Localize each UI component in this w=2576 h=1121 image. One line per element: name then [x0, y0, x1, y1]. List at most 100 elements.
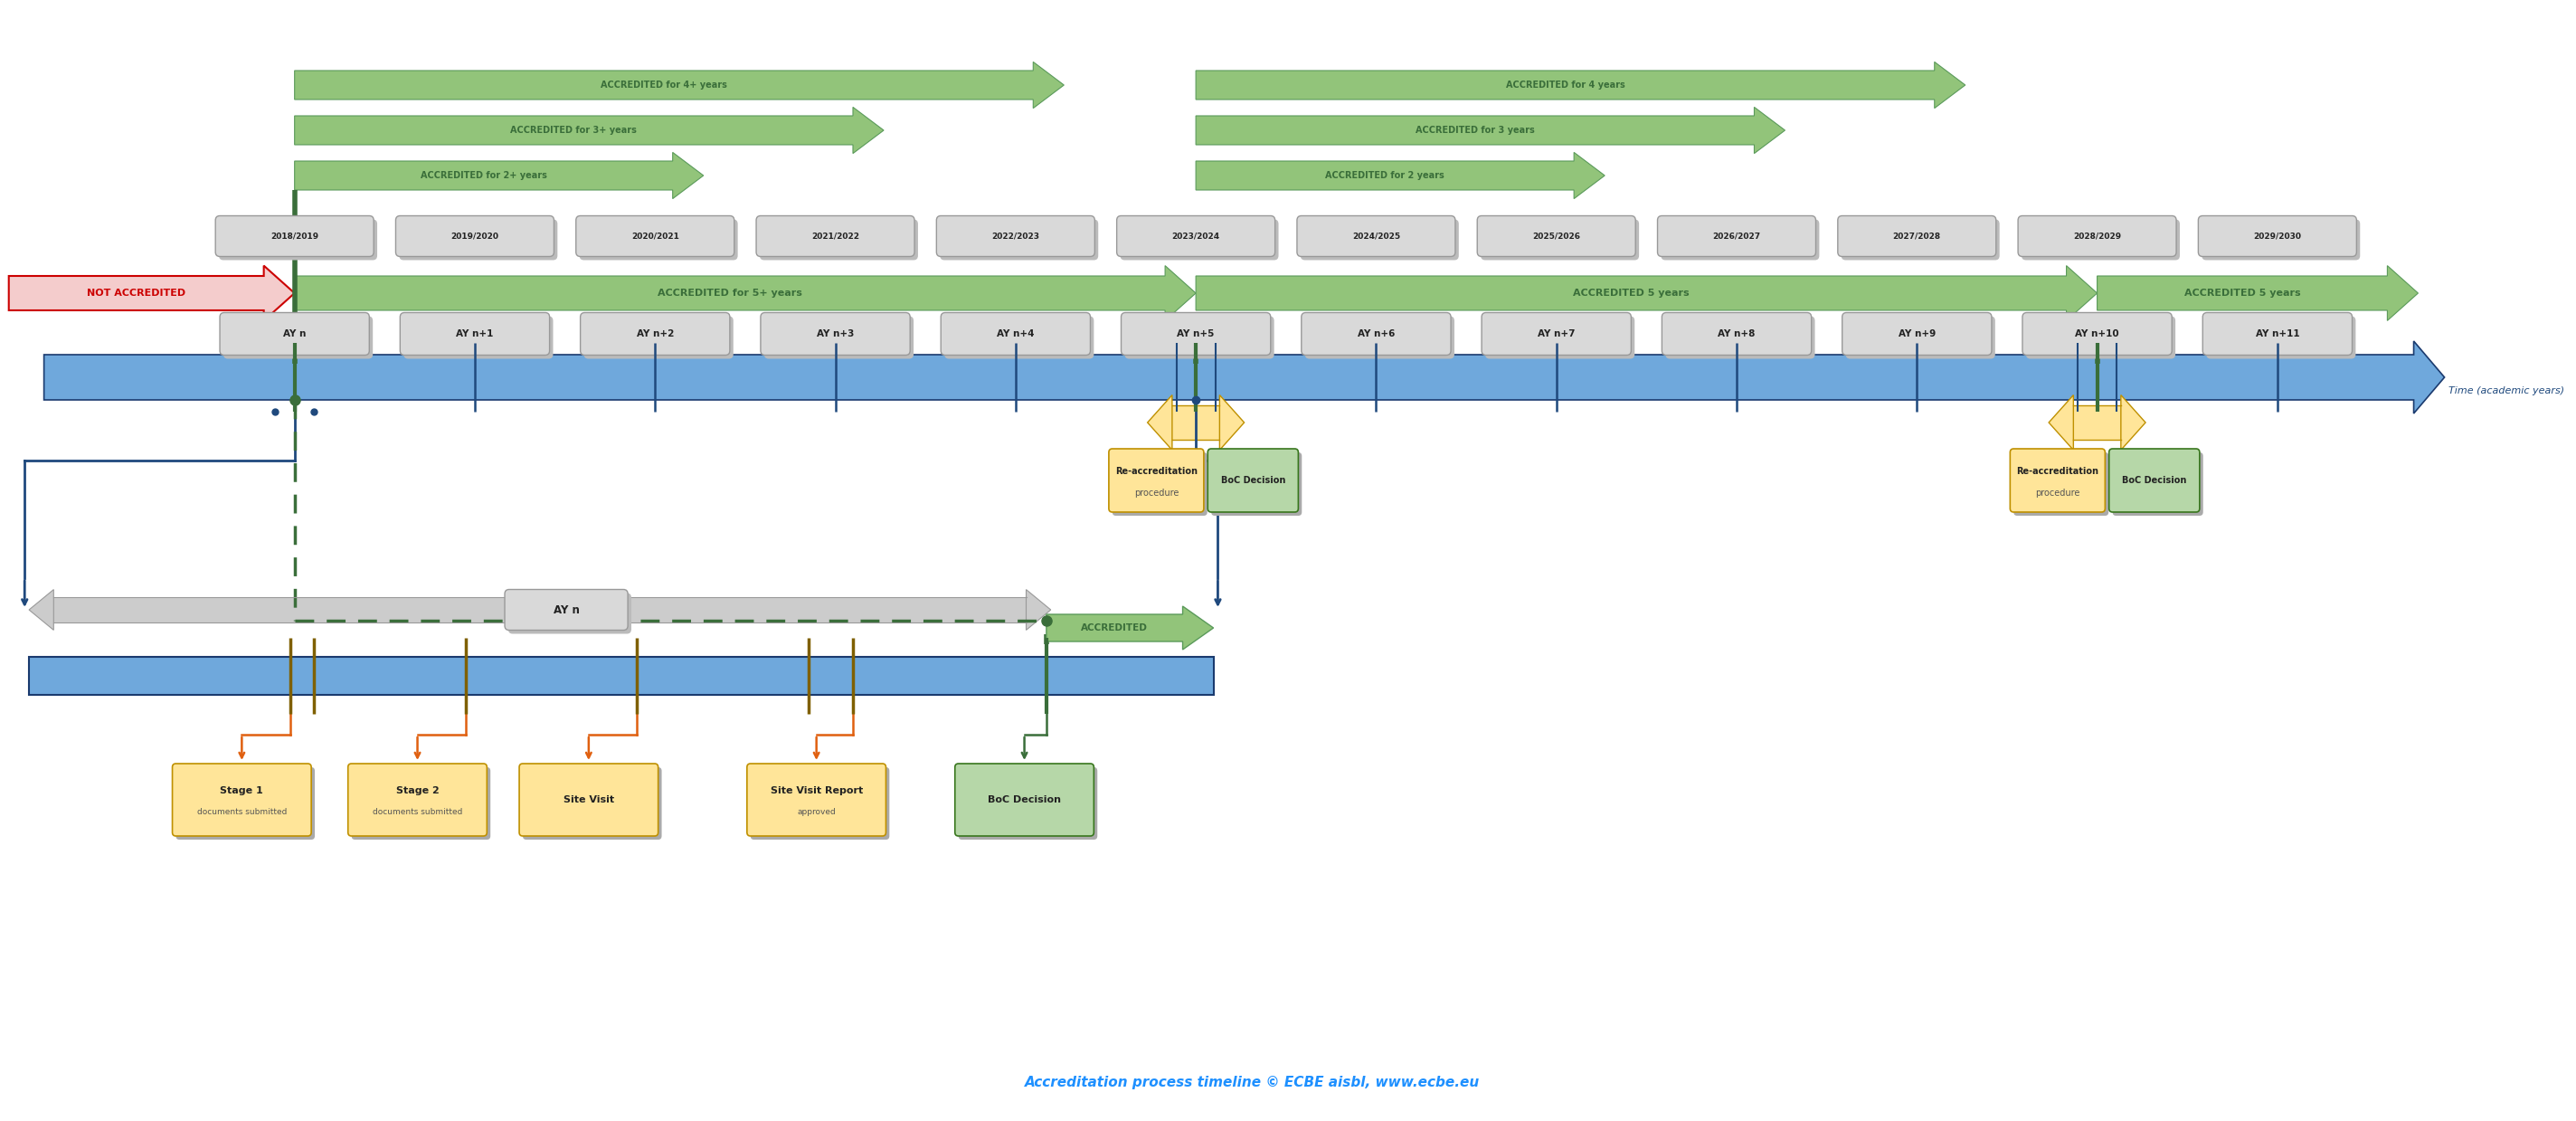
FancyBboxPatch shape: [2205, 316, 2354, 359]
Text: Re-accreditation: Re-accreditation: [1115, 466, 1198, 476]
FancyBboxPatch shape: [397, 215, 554, 257]
Text: ACCREDITED: ACCREDITED: [1082, 623, 1149, 632]
Text: AY n+5: AY n+5: [1177, 330, 1213, 339]
Text: BoC Decision: BoC Decision: [987, 795, 1061, 805]
FancyBboxPatch shape: [173, 763, 312, 836]
Text: ACCREDITED for 5+ years: ACCREDITED for 5+ years: [657, 288, 801, 298]
FancyBboxPatch shape: [750, 767, 889, 840]
FancyBboxPatch shape: [1296, 215, 1455, 257]
FancyBboxPatch shape: [585, 316, 734, 359]
Text: 2023/2024: 2023/2024: [1172, 232, 1221, 240]
Text: Re-accreditation: Re-accreditation: [2017, 466, 2099, 476]
Text: Accreditation process timeline © ECBE aisbl, www.ecbe.eu: Accreditation process timeline © ECBE ai…: [1025, 1076, 1479, 1090]
FancyArrow shape: [8, 266, 294, 321]
Text: approved: approved: [796, 808, 835, 816]
FancyBboxPatch shape: [757, 215, 914, 257]
FancyBboxPatch shape: [2202, 313, 2352, 355]
FancyBboxPatch shape: [577, 215, 734, 257]
FancyArrow shape: [1025, 590, 1051, 630]
FancyBboxPatch shape: [54, 597, 1025, 622]
FancyBboxPatch shape: [580, 313, 729, 355]
Text: Site Visit Report: Site Visit Report: [770, 786, 863, 795]
FancyArrow shape: [1146, 395, 1172, 450]
FancyBboxPatch shape: [1476, 215, 1636, 257]
FancyBboxPatch shape: [2022, 220, 2179, 260]
FancyArrow shape: [44, 341, 2445, 414]
Text: ACCREDITED for 3 years: ACCREDITED for 3 years: [1414, 126, 1535, 135]
FancyBboxPatch shape: [505, 590, 629, 630]
Text: AY n+3: AY n+3: [817, 330, 855, 339]
Text: AY n: AY n: [554, 604, 580, 615]
FancyBboxPatch shape: [1481, 220, 1638, 260]
FancyArrow shape: [294, 266, 1195, 321]
FancyArrow shape: [2120, 395, 2146, 450]
Text: ACCREDITED for 4 years: ACCREDITED for 4 years: [1504, 81, 1625, 90]
Bar: [28, 657, 1213, 695]
Text: 2021/2022: 2021/2022: [811, 232, 860, 240]
FancyBboxPatch shape: [1481, 313, 1631, 355]
Text: Site Visit: Site Visit: [564, 795, 613, 805]
FancyBboxPatch shape: [1121, 220, 1278, 260]
FancyBboxPatch shape: [1667, 316, 1816, 359]
Text: documents submitted: documents submitted: [196, 808, 286, 816]
Text: AY n+10: AY n+10: [2076, 330, 2120, 339]
FancyBboxPatch shape: [1211, 453, 1301, 516]
FancyBboxPatch shape: [1656, 215, 1816, 257]
FancyBboxPatch shape: [348, 763, 487, 836]
FancyBboxPatch shape: [747, 763, 886, 836]
FancyBboxPatch shape: [2074, 406, 2120, 439]
FancyBboxPatch shape: [219, 313, 368, 355]
FancyArrow shape: [1218, 395, 1244, 450]
FancyBboxPatch shape: [1108, 448, 1203, 512]
Text: 2022/2023: 2022/2023: [992, 232, 1041, 240]
FancyBboxPatch shape: [1662, 313, 1811, 355]
Text: 2026/2027: 2026/2027: [1713, 232, 1759, 240]
FancyArrow shape: [294, 108, 884, 154]
FancyArrow shape: [1195, 108, 1785, 154]
FancyBboxPatch shape: [1837, 215, 1996, 257]
FancyBboxPatch shape: [580, 220, 737, 260]
Text: 2029/2030: 2029/2030: [2254, 232, 2300, 240]
FancyBboxPatch shape: [507, 593, 631, 633]
FancyArrow shape: [2048, 395, 2074, 450]
FancyBboxPatch shape: [216, 215, 374, 257]
Text: 2018/2019: 2018/2019: [270, 232, 319, 240]
Text: AY n+2: AY n+2: [636, 330, 675, 339]
Text: AY n+4: AY n+4: [997, 330, 1036, 339]
FancyBboxPatch shape: [2197, 215, 2357, 257]
Text: AY n+7: AY n+7: [1538, 330, 1574, 339]
FancyBboxPatch shape: [760, 220, 917, 260]
FancyBboxPatch shape: [1301, 313, 1450, 355]
FancyBboxPatch shape: [523, 767, 662, 840]
FancyArrow shape: [294, 152, 703, 198]
FancyBboxPatch shape: [224, 316, 374, 359]
Text: ACCREDITED for 2+ years: ACCREDITED for 2+ years: [420, 172, 546, 180]
Text: procedure: procedure: [2035, 489, 2079, 498]
Text: 2025/2026: 2025/2026: [1533, 232, 1579, 240]
Text: documents submitted: documents submitted: [374, 808, 464, 816]
FancyBboxPatch shape: [1842, 220, 1999, 260]
FancyBboxPatch shape: [1208, 448, 1298, 512]
Text: AY n+8: AY n+8: [1718, 330, 1754, 339]
Text: AY n+9: AY n+9: [1899, 330, 1935, 339]
FancyBboxPatch shape: [2025, 316, 2174, 359]
Text: AY n: AY n: [283, 330, 307, 339]
FancyArrow shape: [1195, 266, 2097, 321]
Text: 2019/2020: 2019/2020: [451, 232, 500, 240]
Text: ACCREDITED 5 years: ACCREDITED 5 years: [1574, 288, 1690, 298]
FancyBboxPatch shape: [940, 220, 1097, 260]
FancyBboxPatch shape: [956, 763, 1095, 836]
Text: 2020/2021: 2020/2021: [631, 232, 680, 240]
FancyArrow shape: [1195, 62, 1965, 109]
FancyBboxPatch shape: [520, 763, 657, 836]
Text: ACCREDITED for 3+ years: ACCREDITED for 3+ years: [510, 126, 636, 135]
Text: 2027/2028: 2027/2028: [1893, 232, 1940, 240]
FancyBboxPatch shape: [760, 313, 909, 355]
FancyBboxPatch shape: [1842, 313, 1991, 355]
FancyBboxPatch shape: [2009, 448, 2105, 512]
FancyBboxPatch shape: [945, 316, 1095, 359]
Text: ACCREDITED 5 years: ACCREDITED 5 years: [2184, 288, 2300, 298]
FancyBboxPatch shape: [938, 215, 1095, 257]
FancyBboxPatch shape: [1118, 215, 1275, 257]
FancyBboxPatch shape: [1306, 316, 1455, 359]
